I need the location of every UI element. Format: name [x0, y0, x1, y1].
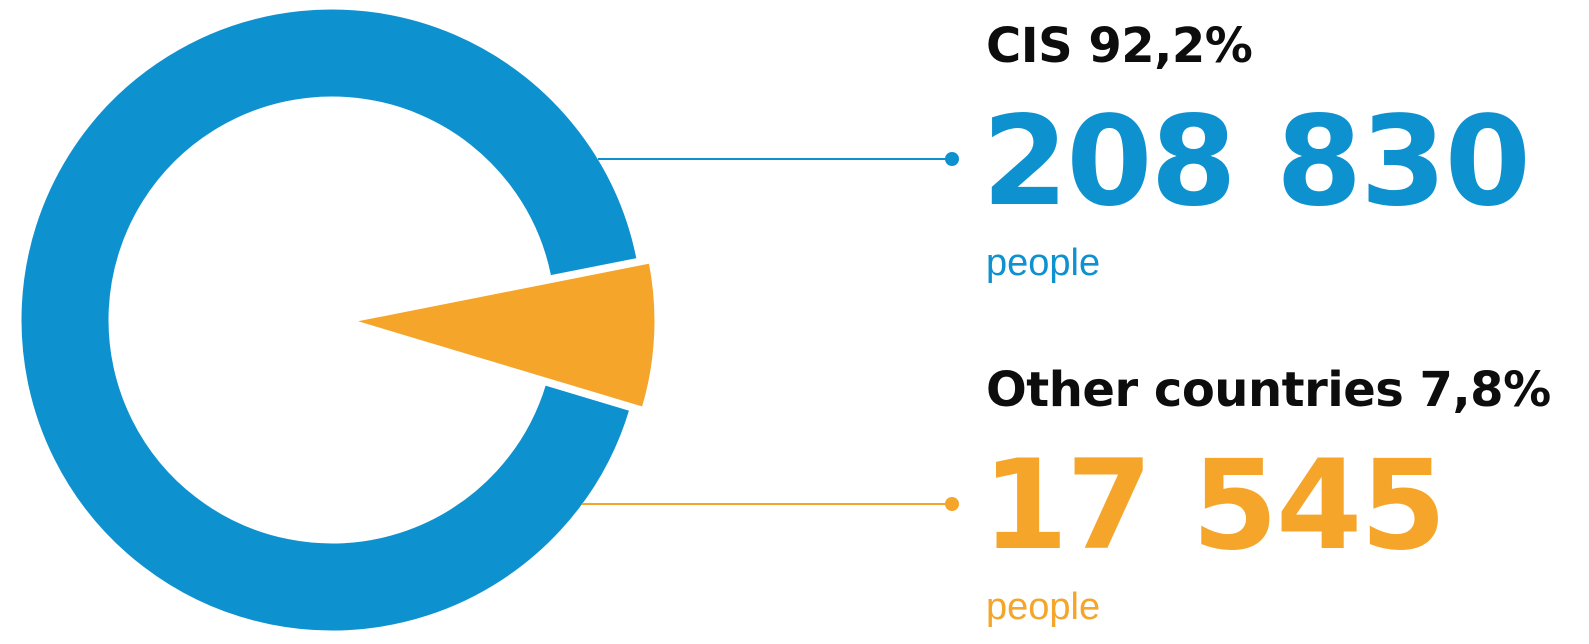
other-countries-value: 17 545	[982, 434, 1447, 578]
cis-leader-dot	[945, 152, 959, 166]
cis-legend-title: CIS 92,2%	[986, 18, 1253, 74]
cis-unit-label: people	[986, 242, 1101, 284]
other-countries-slice	[351, 260, 658, 411]
other-countries-leader-dot	[945, 497, 959, 511]
cis-value: 208 830	[982, 90, 1531, 234]
other-countries-unit-label: people	[986, 586, 1101, 628]
cis-slice	[18, 6, 640, 634]
other-countries-legend-title: Other countries 7,8%	[986, 362, 1551, 418]
